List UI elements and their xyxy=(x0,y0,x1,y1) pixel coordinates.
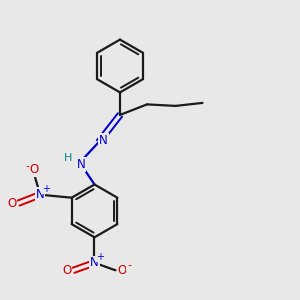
Text: N: N xyxy=(76,158,85,171)
Text: N: N xyxy=(36,188,44,201)
Text: O: O xyxy=(118,264,127,277)
Text: -: - xyxy=(25,160,29,171)
Text: O: O xyxy=(7,196,16,210)
Text: -: - xyxy=(127,260,131,270)
Text: O: O xyxy=(29,163,39,176)
Text: +: + xyxy=(97,252,104,262)
Text: +: + xyxy=(42,184,50,194)
Text: H: H xyxy=(64,153,73,163)
Text: O: O xyxy=(62,264,71,277)
Text: N: N xyxy=(90,256,99,269)
Text: N: N xyxy=(99,134,108,147)
